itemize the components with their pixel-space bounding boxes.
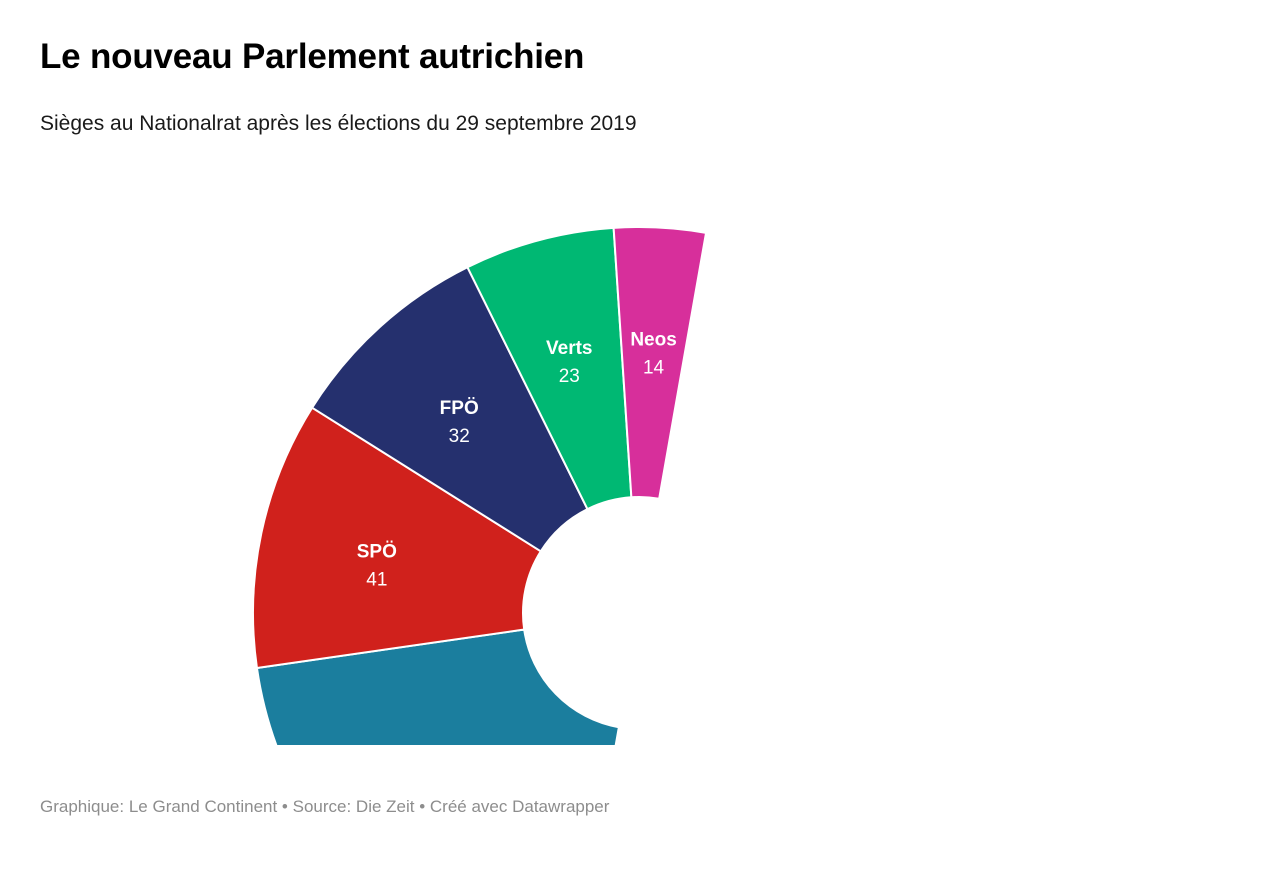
pie-slice-neos[interactable]: [612, 226, 708, 500]
pie-slice-spö[interactable]: [252, 406, 543, 670]
chart-subtitle: Sièges au Nationalrat après les élection…: [40, 112, 637, 135]
slice-label-neos: Neos: [630, 329, 676, 350]
slice-value-spö: 41: [366, 569, 387, 590]
slice-label-verts: Verts: [546, 338, 592, 359]
parliament-donut-svg: ÖVP73SPÖ41FPÖ32Verts23Neos14: [252, 226, 708, 745]
chart-segment-labels: ÖVP73SPÖ41FPÖ32Verts23Neos14: [357, 329, 677, 590]
pie-slice-övp[interactable]: [255, 628, 621, 745]
slice-value-verts: 23: [559, 366, 580, 387]
slice-value-fpö: 32: [449, 426, 470, 447]
pie-slice-fpö[interactable]: [310, 265, 589, 553]
chart-credit: Graphique: Le Grand Continent • Source: …: [40, 797, 610, 816]
parliament-chart: ÖVP73SPÖ41FPÖ32Verts23Neos14: [0, 155, 1280, 745]
slice-label-spö: SPÖ: [357, 541, 397, 562]
page-title: Le nouveau Parlement autrichien: [40, 37, 585, 76]
chart-segments: [252, 226, 708, 745]
slice-label-fpö: FPÖ: [440, 398, 479, 419]
slice-value-neos: 14: [643, 357, 665, 378]
